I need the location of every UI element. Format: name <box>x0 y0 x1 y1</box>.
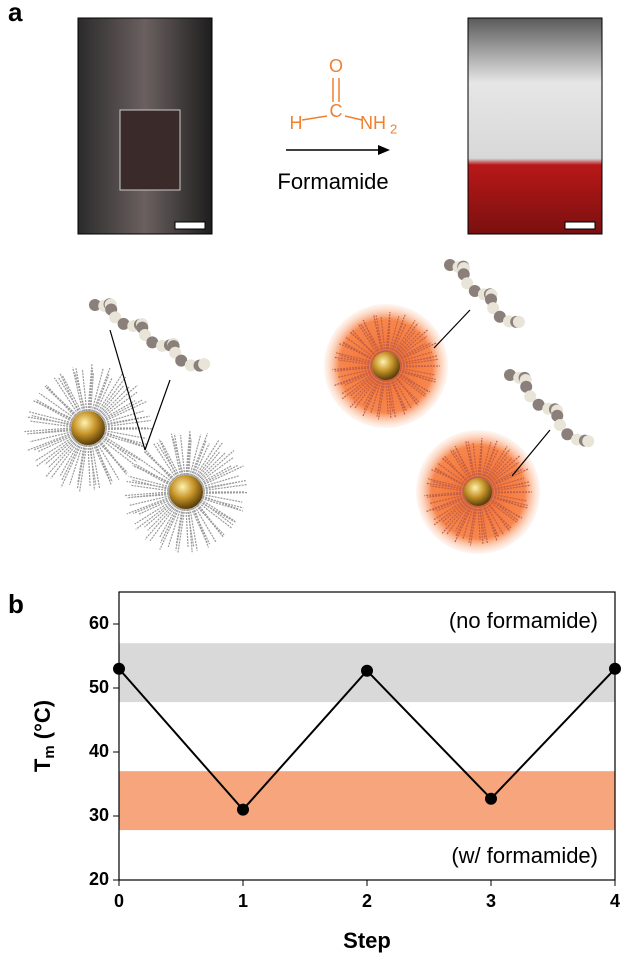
pointer <box>434 310 470 348</box>
y-tick-label: 20 <box>89 869 109 889</box>
axis-title-part: m <box>41 745 58 758</box>
strand <box>45 386 77 415</box>
chart: (no formamide) (w/ formamide) 20 30 40 50 60 0 1… <box>30 592 621 953</box>
strand <box>200 501 232 525</box>
strand <box>98 442 127 473</box>
strand <box>102 401 135 419</box>
scale-bar <box>175 222 205 229</box>
strand <box>200 466 231 483</box>
atom: H <box>290 113 303 133</box>
atom: O <box>329 56 343 76</box>
dna-bead <box>198 358 210 370</box>
strand <box>197 505 223 537</box>
strand <box>191 508 207 543</box>
strand <box>104 435 147 448</box>
vial <box>120 110 180 190</box>
x-tick-label: 1 <box>238 891 248 911</box>
gold-particle <box>71 411 105 445</box>
data-point <box>237 804 249 816</box>
strand <box>195 440 219 478</box>
axis-title-part: (°C) <box>30 700 55 745</box>
x-axis-title: Step <box>343 928 391 953</box>
dna-bead <box>582 435 594 447</box>
panel-label: a <box>8 0 23 27</box>
pointer <box>145 380 170 450</box>
y-tick-label: 30 <box>89 805 109 825</box>
x-tick-label: 4 <box>610 891 620 911</box>
data-point <box>609 663 621 675</box>
gold-particle <box>372 352 400 380</box>
atom: C <box>330 101 343 121</box>
strand <box>136 464 171 484</box>
strand <box>203 493 248 494</box>
strand <box>105 429 152 430</box>
strand <box>54 378 78 414</box>
y-axis-title: Tm (°C) <box>30 700 58 772</box>
figure: a O C H NH 2 Formamide b (no formamide)(… <box>0 0 622 955</box>
illustration <box>24 259 594 554</box>
band-label: (w/ formamide) <box>451 843 598 868</box>
subscript: 2 <box>390 121 397 136</box>
y-tick-label: 60 <box>89 613 109 633</box>
strand <box>159 506 177 537</box>
x-tick-label: 3 <box>486 891 496 911</box>
data-point <box>113 663 125 675</box>
plot-frame <box>119 592 615 880</box>
strand <box>95 444 113 482</box>
strand <box>60 442 79 475</box>
strand <box>161 507 179 543</box>
strand <box>186 509 188 548</box>
strand <box>176 509 182 545</box>
strand <box>73 368 83 412</box>
data-point <box>361 665 373 677</box>
y-tick-label: 40 <box>89 741 109 761</box>
scale-bar <box>565 222 595 229</box>
dna-bead <box>513 316 525 328</box>
band <box>119 771 615 830</box>
bond <box>302 116 327 120</box>
pointer <box>110 330 145 450</box>
data-point <box>485 793 497 805</box>
strand <box>75 372 85 411</box>
strand <box>200 502 237 523</box>
gold-particle <box>169 475 203 509</box>
x-tick-label: 0 <box>114 891 124 911</box>
strand <box>196 506 224 535</box>
atom: NH <box>360 113 386 133</box>
y-tick-label: 50 <box>89 677 109 697</box>
photo <box>468 18 602 234</box>
panel-label: b <box>8 589 24 619</box>
arrowhead <box>378 145 390 155</box>
gold-particle <box>464 478 492 506</box>
axis-title-part: T <box>30 758 55 772</box>
band-label: (no formamide) <box>449 608 598 633</box>
strand <box>196 443 222 479</box>
structure: O C H NH 2 <box>290 56 398 137</box>
reagent-label: Formamide <box>277 169 388 194</box>
x-tick-label: 2 <box>362 891 372 911</box>
